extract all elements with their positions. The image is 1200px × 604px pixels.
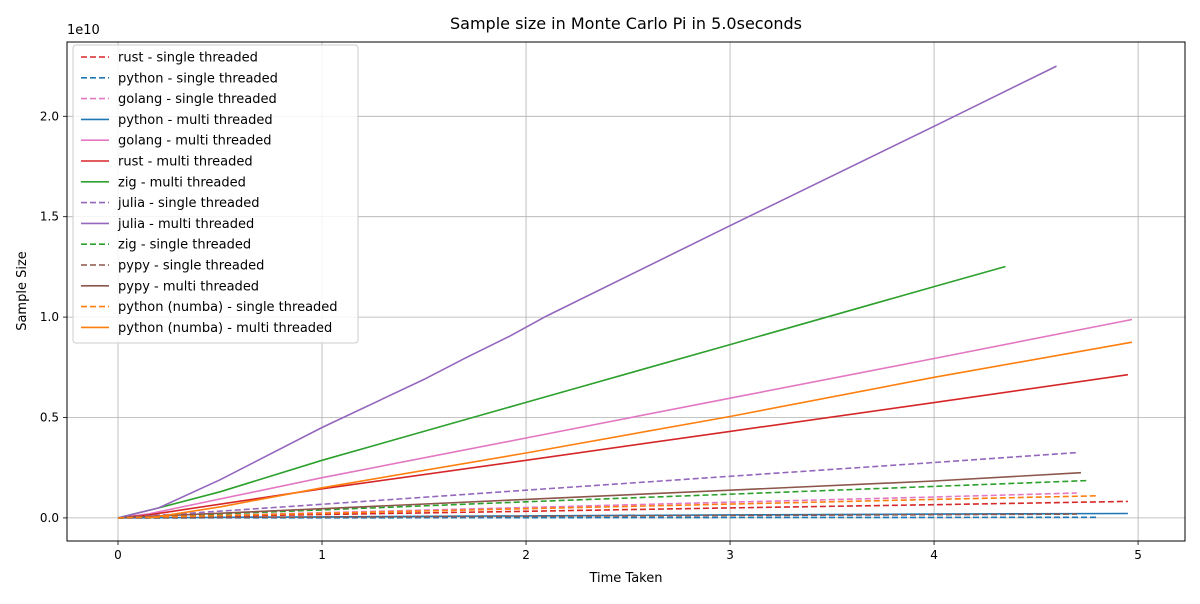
y-tick-label: 2.0 — [40, 109, 59, 123]
legend-entry: golang - single threaded — [118, 92, 277, 107]
series-line-2 — [118, 516, 1098, 519]
legend-entry: python - multi threaded — [118, 113, 273, 128]
x-tick-label: 2 — [522, 548, 530, 562]
y-tick-label: 0.5 — [40, 411, 59, 425]
legend-entry: julia - single threaded — [117, 196, 259, 211]
x-tick-label: 0 — [114, 548, 122, 562]
legend-entry: zig - multi threaded — [118, 175, 246, 190]
y-axis-label: Sample Size — [15, 251, 30, 331]
series-lines — [117, 65, 1133, 519]
chart-title: Sample size in Monte Carlo Pi in 5.0seco… — [450, 14, 802, 33]
legend-entry: rust - single threaded — [118, 51, 258, 66]
y-axis-ticks: 0.0 0.5 1.0 1.5 2.0 — [40, 109, 67, 525]
y-axis-offset-label: 1e10 — [67, 23, 100, 38]
x-tick-label: 3 — [726, 548, 734, 562]
series-line-6 — [117, 373, 1129, 519]
legend: rust - single threaded python - single th… — [72, 44, 359, 344]
legend-entry: golang - multi threaded — [118, 134, 271, 149]
legend-entry: python - single threaded — [118, 71, 278, 86]
x-tick-label: 5 — [1134, 548, 1142, 562]
y-tick-label: 1.5 — [40, 210, 59, 224]
legend-entry: rust - multi threaded — [118, 155, 253, 170]
x-tick-label: 1 — [318, 548, 326, 562]
series-line-11 — [117, 513, 1077, 519]
x-axis-ticks: 0 1 2 3 4 5 — [114, 541, 1142, 562]
y-tick-label: 0.0 — [40, 511, 59, 525]
legend-entry: julia - multi threaded — [117, 217, 254, 232]
legend-entry: pypy - single threaded — [118, 259, 264, 274]
legend-entry: python (numba) - multi threaded — [118, 321, 332, 336]
series-line-5 — [117, 318, 1133, 519]
series-line-8 — [117, 451, 1077, 519]
plot-frame — [66, 41, 1186, 542]
legend-entry: zig - single threaded — [118, 238, 251, 253]
legend-entry: pypy - multi threaded — [118, 279, 259, 294]
series-line-14 — [148, 341, 1133, 519]
series-line-9 — [117, 65, 1057, 519]
x-tick-label: 4 — [930, 548, 938, 562]
y-tick-label: 1.0 — [40, 310, 59, 324]
x-axis-label: Time Taken — [588, 571, 662, 586]
legend-entry: python (numba) - single threaded — [118, 300, 338, 315]
legend-box — [72, 44, 359, 344]
